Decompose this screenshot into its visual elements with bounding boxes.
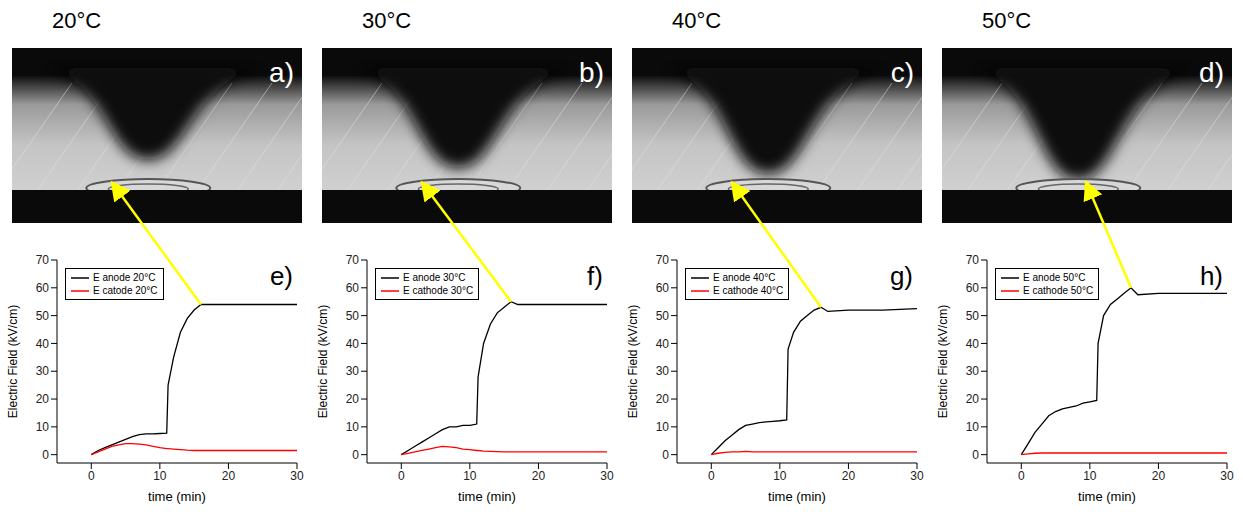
- svg-text:20: 20: [346, 392, 360, 406]
- svg-text:40: 40: [656, 337, 670, 351]
- svg-text:30: 30: [290, 469, 304, 483]
- svg-text:60: 60: [36, 281, 50, 295]
- svg-text:time (min): time (min): [1078, 489, 1136, 504]
- svg-text:70: 70: [36, 253, 50, 267]
- html-text:E cathode 30°C: E cathode 30°C: [403, 285, 474, 296]
- svg-text:50: 50: [36, 309, 50, 323]
- svg-text:20: 20: [1152, 469, 1166, 483]
- svg-text:0: 0: [708, 469, 715, 483]
- svg-text:30: 30: [36, 364, 50, 378]
- html-text:20°C: 20°C: [52, 8, 102, 33]
- html-text:h): h): [1199, 261, 1223, 291]
- svg-text:70: 70: [346, 253, 360, 267]
- svg-text:20: 20: [842, 469, 856, 483]
- svg-text:0: 0: [42, 448, 49, 462]
- svg-text:60: 60: [966, 281, 980, 295]
- svg-text:30: 30: [910, 469, 924, 483]
- svg-text:c): c): [891, 57, 914, 88]
- svg-text:30: 30: [1220, 469, 1234, 483]
- svg-text:0: 0: [1018, 469, 1025, 483]
- svg-text:10: 10: [966, 420, 980, 434]
- html-text:E catode 20°C: E catode 20°C: [93, 285, 158, 296]
- svg-text:40: 40: [36, 337, 50, 351]
- svg-text:70: 70: [656, 253, 670, 267]
- svg-text:10: 10: [656, 420, 670, 434]
- svg-text:30: 30: [966, 364, 980, 378]
- svg-text:10: 10: [463, 469, 477, 483]
- html-text:E cathode 40°C: E cathode 40°C: [713, 285, 784, 296]
- svg-text:50: 50: [966, 309, 980, 323]
- html-text:e): e): [269, 261, 293, 291]
- svg-text:Electric Field (kV/cm): Electric Field (kV/cm): [317, 305, 330, 418]
- svg-text:30: 30: [346, 364, 360, 378]
- svg-text:40: 40: [346, 337, 360, 351]
- svg-text:60: 60: [346, 281, 360, 295]
- svg-text:50: 50: [656, 309, 670, 323]
- svg-text:20: 20: [36, 392, 50, 406]
- svg-text:0: 0: [662, 448, 669, 462]
- html-text:E cathode 50°C: E cathode 50°C: [1023, 285, 1094, 296]
- svg-text:0: 0: [398, 469, 405, 483]
- svg-text:20: 20: [966, 392, 980, 406]
- svg-text:time (min): time (min): [768, 489, 826, 504]
- html-text:f): f): [587, 261, 603, 291]
- svg-text:Electric Field (kV/cm): Electric Field (kV/cm): [7, 305, 20, 418]
- svg-text:Electric Field (kV/cm): Electric Field (kV/cm): [627, 305, 640, 418]
- svg-text:10: 10: [346, 420, 360, 434]
- html-text:E anode 50°C: E anode 50°C: [1023, 272, 1086, 283]
- html-text:g): g): [889, 261, 913, 291]
- svg-text:60: 60: [656, 281, 670, 295]
- svg-text:10: 10: [153, 469, 167, 483]
- html-text:40°C: 40°C: [672, 8, 722, 33]
- svg-text:time (min): time (min): [458, 489, 516, 504]
- svg-text:70: 70: [966, 253, 980, 267]
- html-text:E anode 40°C: E anode 40°C: [713, 272, 776, 283]
- svg-text:20: 20: [532, 469, 546, 483]
- svg-text:0: 0: [352, 448, 359, 462]
- svg-text:20: 20: [656, 392, 670, 406]
- svg-text:a): a): [269, 57, 294, 88]
- svg-text:10: 10: [1083, 469, 1097, 483]
- svg-text:0: 0: [972, 448, 979, 462]
- svg-text:time (min): time (min): [148, 489, 206, 504]
- svg-text:40: 40: [966, 337, 980, 351]
- html-text:E anode 20°C: E anode 20°C: [93, 272, 156, 283]
- html-text:50°C: 50°C: [982, 8, 1032, 33]
- svg-text:Electric Field (kV/cm): Electric Field (kV/cm): [937, 305, 950, 418]
- svg-text:30: 30: [656, 364, 670, 378]
- svg-text:30: 30: [600, 469, 614, 483]
- html-text:E anode 30°C: E anode 30°C: [403, 272, 466, 283]
- svg-text:20: 20: [222, 469, 236, 483]
- html-text:30°C: 30°C: [362, 8, 412, 33]
- svg-text:0: 0: [88, 469, 95, 483]
- svg-text:10: 10: [36, 420, 50, 434]
- svg-text:b): b): [579, 57, 604, 88]
- svg-text:d): d): [1199, 57, 1224, 88]
- svg-text:10: 10: [773, 469, 787, 483]
- svg-text:50: 50: [346, 309, 360, 323]
